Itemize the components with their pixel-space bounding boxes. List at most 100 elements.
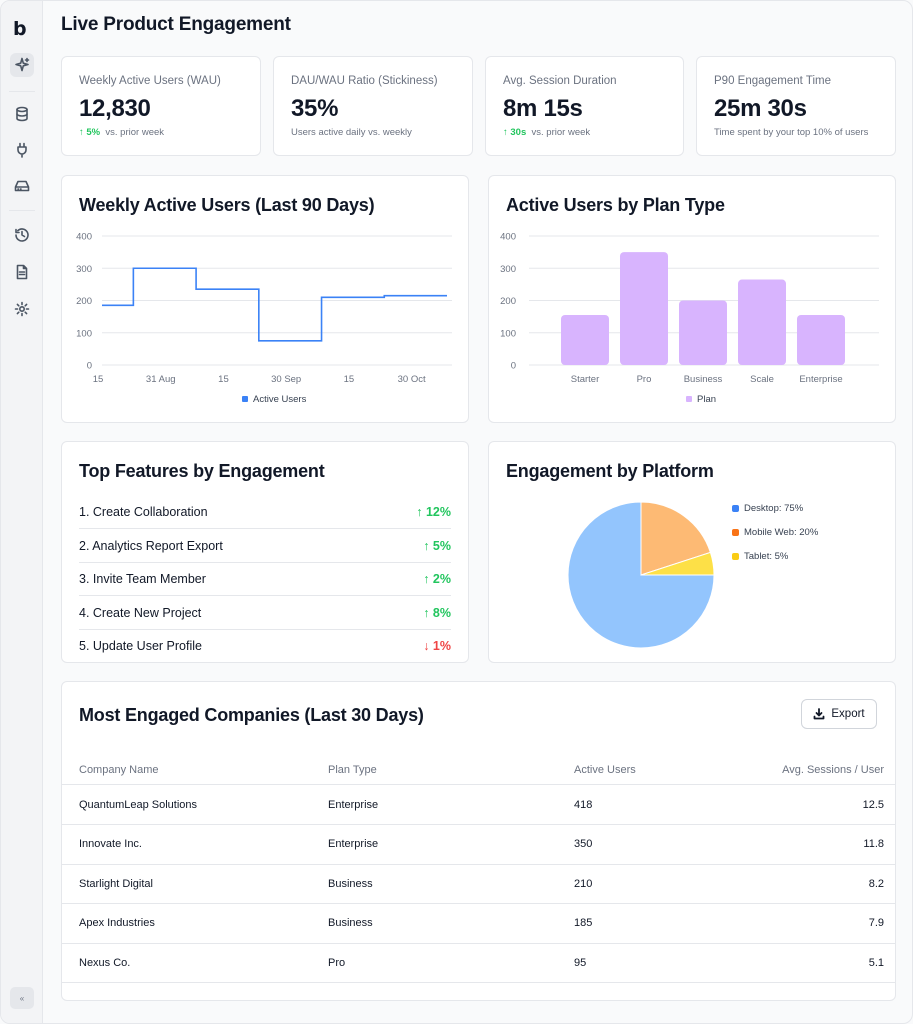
table-row[interactable]: Nexus Co. Pro 95 5.1: [62, 943, 895, 984]
feature-label: 2. Analytics Report Export: [79, 538, 223, 553]
company-name-cell: Starlight Digital: [79, 877, 153, 890]
feature-label: 3. Invite Team Member: [79, 572, 206, 586]
active-users-cell: 95: [574, 956, 587, 969]
x-tick-label: 15: [344, 374, 355, 385]
kpi-note: Users active daily vs. weekly: [291, 127, 412, 138]
page-title: Live Product Engagement: [61, 14, 291, 35]
feature-row: 5. Update User Profile ↓ 1%: [79, 630, 451, 662]
feature-change-value: 8%: [432, 605, 451, 620]
plug-icon[interactable]: [10, 138, 34, 162]
plan-type-cell: Enterprise: [328, 838, 379, 851]
features-title: Top Features by Engagement: [79, 461, 325, 481]
companies-card: Most Engaged Companies (Last 30 Days) Ex…: [61, 681, 896, 1001]
feature-change-value: 5%: [432, 538, 451, 553]
legend-swatch: [732, 505, 739, 512]
export-button[interactable]: Export: [801, 699, 877, 729]
table-row[interactable]: Starlight Digital Business 210 8.2: [62, 864, 895, 905]
features-card: Top Features by Engagement 1. Create Col…: [61, 441, 469, 663]
feature-label: 5. Update User Profile: [79, 639, 202, 653]
bar: [679, 300, 727, 365]
y-tick-label: 0: [511, 361, 516, 372]
arrow-up-icon: ↑: [416, 505, 423, 519]
kpi-label: Avg. Session Duration: [503, 75, 617, 87]
table-row[interactable]: Innovate Inc. Enterprise 350 11.8: [62, 825, 895, 865]
kpi-card-stickiness: DAU/WAU Ratio (Stickiness) 35% Users act…: [273, 56, 473, 156]
pie-slice: [640, 551, 715, 576]
y-tick-label: 0: [87, 361, 92, 372]
feature-row: 4. Create New Project ↑ 8%: [79, 597, 451, 630]
pie-legend-item: Desktop: 75%: [732, 503, 803, 514]
feature-label: 1. Create Collaboration: [79, 505, 208, 519]
history-icon[interactable]: [10, 223, 34, 247]
active-users-cell: 350: [574, 838, 593, 851]
legend-label: Plan: [697, 394, 716, 405]
column-header[interactable]: Company Name: [79, 763, 159, 776]
x-tick-label: 15: [218, 374, 229, 385]
plan-type-cell: Enterprise: [328, 798, 379, 811]
table-row[interactable]: Apex Industries Business 185 7.9: [62, 904, 895, 944]
plan-type-cell: Pro: [328, 956, 346, 969]
feature-row: 2. Analytics Report Export ↑ 5%: [79, 530, 451, 563]
feature-change-value: 12%: [425, 505, 451, 519]
company-name-cell: Apex Industries: [79, 917, 155, 930]
y-tick-label: 400: [500, 232, 516, 243]
sidebar: b «: [1, 1, 43, 1023]
sidebar-divider: [9, 210, 35, 211]
legend-swatch: [242, 396, 248, 402]
kpi-note: vs. prior week: [105, 127, 165, 138]
legend-label: Mobile Web: 20%: [744, 527, 819, 538]
x-tick-label: 30 Sep: [271, 374, 301, 385]
logo[interactable]: b: [13, 18, 27, 40]
x-tick-label: 31 Aug: [146, 374, 176, 385]
x-tick-label: Starter: [571, 374, 600, 385]
kpi-note: vs. prior week: [531, 127, 591, 138]
bar-chart: 0 100 200 300 400 Starter Pro Business Scale Ente…: [500, 232, 879, 405]
kpi-note: Time spent by your top 10% of users: [714, 127, 869, 138]
feature-change-value: 1%: [432, 639, 451, 653]
arrow-up-icon: ↑: [423, 572, 430, 586]
chart-title: Engagement by Platform: [506, 461, 714, 481]
sparkles-icon[interactable]: [10, 53, 34, 77]
column-header[interactable]: Plan Type: [328, 763, 377, 776]
column-header[interactable]: Avg. Sessions / User: [782, 763, 884, 776]
legend-label: Desktop: 75%: [744, 503, 804, 514]
x-tick-label: Enterprise: [799, 374, 842, 385]
kpi-value: 12,830: [79, 95, 151, 122]
arrow-up-icon: ↑: [423, 538, 430, 553]
feature-change: ↑ 8%: [423, 606, 451, 620]
kpi-card-wau: Weekly Active Users (WAU) 12,830 ↑ 5% vs…: [61, 56, 261, 156]
kpi-value: 8m 15s: [503, 95, 583, 122]
hard-drive-icon[interactable]: [10, 174, 34, 198]
kpi-change: 5%: [86, 127, 101, 138]
x-tick-label: Pro: [637, 374, 652, 385]
table-row[interactable]: QuantumLeap Solutions Enterprise 418 12.…: [62, 785, 895, 825]
company-name-cell: Innovate Inc.: [79, 838, 142, 851]
bar: [797, 315, 845, 365]
document-icon[interactable]: [10, 260, 34, 284]
column-header[interactable]: Active Users: [574, 763, 636, 776]
collapse-sidebar-button[interactable]: «: [10, 987, 34, 1009]
avg-sessions-cell: 7.9: [868, 917, 884, 930]
database-icon[interactable]: [10, 102, 34, 126]
avg-sessions-cell: 8.2: [868, 877, 884, 890]
feature-change: ↑ 5%: [423, 539, 451, 553]
arrow-up-icon: ↑: [423, 605, 430, 620]
kpi-card-session-duration: Avg. Session Duration 8m 15s ↑ 30s vs. p…: [485, 56, 684, 156]
avg-sessions-cell: 12.5: [862, 798, 884, 811]
active-users-cell: 210: [574, 877, 593, 890]
pie-chart: [567, 501, 715, 649]
y-tick-label: 100: [76, 328, 92, 339]
companies-title: Most Engaged Companies (Last 30 Days): [79, 705, 424, 725]
legend-label: Tablet: 5%: [744, 551, 789, 562]
y-tick-label: 100: [500, 328, 516, 339]
export-label: Export: [831, 708, 865, 720]
legend-swatch: [686, 396, 692, 402]
platform-chart-card: Engagement by Platform Desktop: 75% Mobi…: [488, 441, 896, 663]
bar: [738, 279, 786, 365]
gear-icon[interactable]: [10, 297, 34, 321]
avg-sessions-cell: 11.8: [863, 838, 884, 851]
legend-swatch: [732, 553, 739, 560]
kpi-change: 30s: [510, 127, 527, 138]
legend-label: Active Users: [253, 394, 307, 405]
x-tick-label: Scale: [750, 374, 774, 385]
